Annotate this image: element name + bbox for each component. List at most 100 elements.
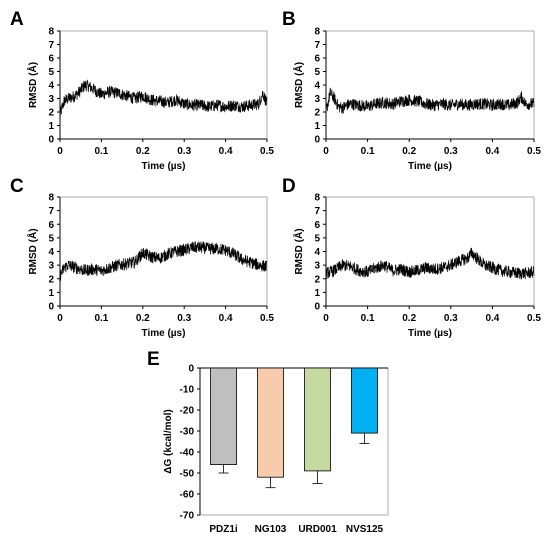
y-tick-label: 0 [188,364,194,375]
y-tick-label: 3 [48,261,54,272]
y-tick-label: 6 [314,220,320,231]
x-tick-label: 0.2 [402,313,416,324]
y-axis-title: RMSD (Å) [26,62,39,108]
panel-a: A 0 1 2 3 4 5 6 7 8 0 0.1 0.2 0.3 0.4 0.5 Time (µs) RMSD … [10,9,274,172]
y-tick-label: 6 [314,54,320,65]
panel-e: E 0 -10 -20 -30 -40 -50 -60 -70 ΔG (kcal/mol) PDZ1… [147,349,389,535]
y-tick-label: 4 [48,247,54,258]
y-tick-label: 5 [48,233,54,244]
y-tick-label: 0 [314,135,320,146]
x-tick-label: 0 [323,146,329,157]
x-tick-label: 0.1 [361,313,375,324]
y-tick-label: 4 [314,247,320,258]
x-tick-label: 0.1 [94,313,108,324]
x-axis-title: Time (µs) [408,161,452,172]
y-axis-title: RMSD (Å) [292,62,305,108]
x-tick-label: 0.3 [444,146,458,157]
y-tick-label: 8 [314,193,320,204]
y-tick-label: 3 [314,261,320,272]
panel-c: C 0 1 2 3 4 5 6 7 8 0 0.1 0.2 0.3 0.4 0.5 Time (µs) RMSD … [10,176,274,339]
y-tick-label: -50 [180,469,195,480]
x-tick-label: 0.4 [485,313,499,324]
panel-letter: A [10,9,24,30]
y-tick-label: 2 [48,274,54,285]
y-tick-label: 7 [314,40,320,51]
x-tick-label: 0.2 [136,146,150,157]
rmsd-trace [59,240,268,282]
x-tick-label: 0.5 [527,146,541,157]
y-tick-label: 2 [314,108,320,119]
y-tick-label: 1 [314,288,320,299]
x-tick-label: 0.1 [94,146,108,157]
x-axis-title: Time (µs) [408,328,452,339]
y-tick-label: -40 [180,448,195,459]
y-tick-label: 3 [48,94,54,105]
x-tick-label: 0.4 [485,146,499,157]
x-tick-label: 0.3 [444,313,458,324]
x-tick-label: 0.5 [260,313,274,324]
y-tick-label: 5 [48,67,54,78]
y-tick-label: 6 [48,54,54,65]
y-tick-label: 4 [314,81,320,92]
y-tick-label: 1 [314,121,320,132]
x-tick-label: 0 [57,313,63,324]
x-tick-label: 0.5 [527,313,541,324]
y-tick-label: 1 [48,121,54,132]
rmsd-trace [325,87,535,114]
category-label: NG103 [255,524,287,535]
x-tick-label: 0.4 [219,313,233,324]
y-tick-label: 5 [314,67,320,78]
x-tick-label: 0 [323,313,329,324]
x-tick-label: 0.5 [260,146,274,157]
plot-frame [325,196,535,307]
y-tick-label: 7 [48,40,54,51]
y-tick-label: 8 [48,193,54,204]
plot-frame [59,30,268,140]
panel-letter: C [10,176,24,197]
x-tick-label: 0.2 [402,146,416,157]
y-tick-label: 0 [314,302,320,313]
panel-letter: E [147,349,160,370]
y-tick-label: 8 [48,27,54,38]
y-tick-label: 0 [48,135,54,146]
x-tick-label: 0.1 [361,146,375,157]
y-tick-label: -10 [180,385,195,396]
y-tick-label: 8 [314,27,320,38]
x-tick-label: 0.3 [177,146,191,157]
y-tick-label: 4 [48,81,54,92]
y-axis-title: RMSD (Å) [292,228,305,274]
x-tick-label: 0.4 [219,146,233,157]
y-tick-label: -60 [180,490,195,501]
y-tick-label: 6 [48,220,54,231]
panel-letter: B [282,9,296,30]
rmsd-trace [59,79,268,117]
x-tick-label: 0 [57,146,63,157]
x-tick-label: 0.2 [136,313,150,324]
y-tick-label: 0 [48,302,54,313]
x-tick-label: 0.3 [177,313,191,324]
rmsd-trace [325,247,535,280]
category-label: NVS125 [346,524,384,535]
y-tick-label: 7 [48,206,54,217]
y-axis-title: RMSD (Å) [26,228,39,274]
plot-frame [325,30,535,140]
bar-urd001 [304,367,331,472]
y-tick-label: 1 [48,288,54,299]
y-tick-label: 7 [314,206,320,217]
category-label: PDZ1i [209,524,238,535]
panel-d: D 0 1 2 3 4 5 6 7 8 0 0.1 0.2 0.3 0.4 0.5 Time (µs) RMSD … [282,176,541,339]
x-axis-title: Time (µs) [142,328,186,339]
y-tick-label: -70 [180,511,195,522]
y-tick-label: -30 [180,427,195,438]
bar-nvs125 [351,367,378,434]
y-tick-label: -20 [180,406,195,417]
panel-letter: D [282,176,296,197]
x-axis-title: Time (µs) [142,161,186,172]
y-tick-label: 2 [48,108,54,119]
y-axis-title: ΔG (kcal/mol) [163,409,174,473]
y-tick-label: 5 [314,233,320,244]
y-tick-label: 3 [314,94,320,105]
bar-ng103 [257,367,284,478]
panel-b: B 0 1 2 3 4 5 6 7 8 0 0.1 0.2 0.3 0.4 0.5 Time (µs) RMSD … [282,9,541,172]
